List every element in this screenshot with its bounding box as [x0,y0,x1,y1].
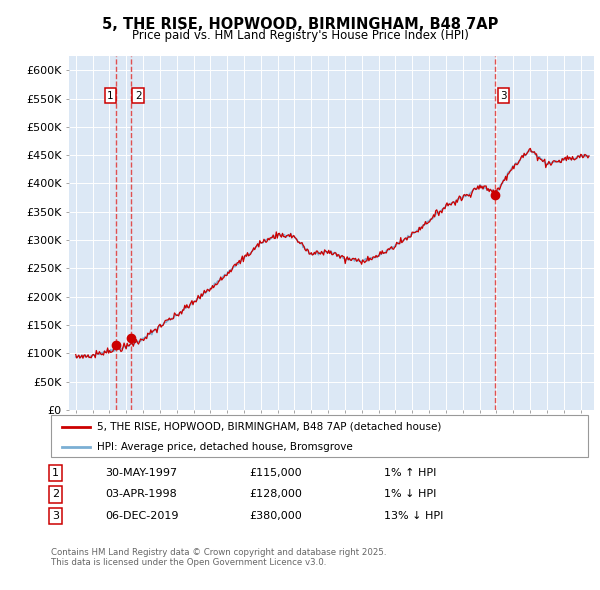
Text: 3: 3 [500,91,507,101]
Text: 06-DEC-2019: 06-DEC-2019 [105,511,179,520]
Text: 1: 1 [52,468,59,478]
Text: 1% ↑ HPI: 1% ↑ HPI [384,468,436,478]
Text: 30-MAY-1997: 30-MAY-1997 [105,468,177,478]
Text: 03-APR-1998: 03-APR-1998 [105,490,177,499]
Text: HPI: Average price, detached house, Bromsgrove: HPI: Average price, detached house, Brom… [97,442,353,451]
Text: 1: 1 [107,91,114,101]
Text: 2: 2 [135,91,142,101]
Text: 2: 2 [52,490,59,499]
Text: £380,000: £380,000 [249,511,302,520]
Text: 1% ↓ HPI: 1% ↓ HPI [384,490,436,499]
Text: 5, THE RISE, HOPWOOD, BIRMINGHAM, B48 7AP: 5, THE RISE, HOPWOOD, BIRMINGHAM, B48 7A… [102,17,498,31]
Text: £128,000: £128,000 [249,490,302,499]
Text: 3: 3 [52,511,59,520]
Text: 13% ↓ HPI: 13% ↓ HPI [384,511,443,520]
Text: Contains HM Land Registry data © Crown copyright and database right 2025.
This d: Contains HM Land Registry data © Crown c… [51,548,386,567]
Text: £115,000: £115,000 [249,468,302,478]
Text: Price paid vs. HM Land Registry's House Price Index (HPI): Price paid vs. HM Land Registry's House … [131,30,469,42]
Text: 5, THE RISE, HOPWOOD, BIRMINGHAM, B48 7AP (detached house): 5, THE RISE, HOPWOOD, BIRMINGHAM, B48 7A… [97,422,442,432]
